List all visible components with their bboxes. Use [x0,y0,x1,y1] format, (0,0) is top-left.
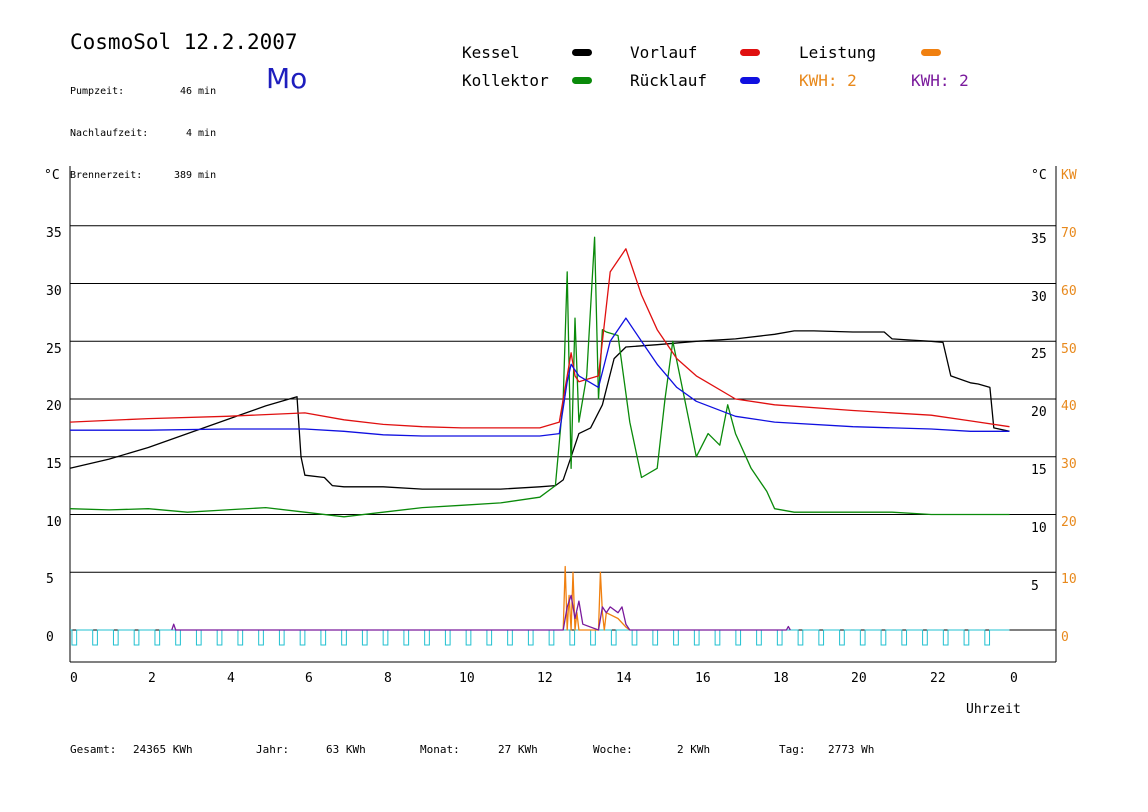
legend-kollektor-label: Kollektor [462,71,549,90]
series-line-kollektor [69,236,1010,518]
series-line-kessel [69,330,1010,490]
series-line-leistung [562,565,631,631]
series-line-kwh [171,594,791,631]
footer-woche-value: 2 KWh [677,743,711,756]
weekday-label: Mo [266,62,308,95]
plot-frame [69,166,1057,663]
footer-gesamt-value: 24365 KWh [133,743,193,756]
footer-monat-label: Monat: [420,743,460,756]
x-tick-8: 8 [384,671,392,686]
legend-vorlauf-swatch [740,49,760,56]
kw-tick-60: 60 [1061,284,1077,299]
pump-pulses [70,629,1010,646]
kw-tick-20: 20 [1061,515,1077,530]
x-axis-label: Uhrzeit [966,702,1021,717]
y-right-tick-35: 35 [1031,232,1047,247]
stat-brennerzeit: Brennerzeit: 389 min [70,170,217,181]
chart-title: CosmoSol 12.2.2007 [70,30,298,54]
grid-lines [70,225,1056,631]
y-left-tick-35: 35 [46,226,62,241]
legend-kessel-swatch [572,49,592,56]
y-right-unit: °C [1031,168,1047,183]
series-line-vorlauf [69,248,1010,429]
kw-tick-30: 30 [1061,457,1077,472]
series-group [69,236,1010,631]
series-line-rcklauf [70,317,1010,437]
footer-jahr-label: Jahr: [256,743,290,756]
legend-vorlauf-label: Vorlauf [630,43,698,62]
x-tick-20: 20 [851,671,867,686]
y-left-tick-5: 5 [46,572,54,587]
kw-tick-10: 10 [1061,572,1077,587]
legend-kwh-purple: KWH: 2 [911,71,969,90]
y-left-tick-10: 10 [46,515,62,530]
footer-tag-label: Tag: [779,743,806,756]
y-left-tick-30: 30 [46,284,62,299]
x-tick-0: 0 [70,671,78,686]
y-right-tick-15: 15 [1031,463,1047,478]
footer-jahr-value: 63 KWh [326,743,366,756]
y-right-tick-30: 30 [1031,290,1047,305]
y-left-tick-0: 0 [46,630,54,645]
legend-kollektor-swatch [572,77,592,84]
pump-pulse-line [70,629,1010,646]
y-left-unit: °C [44,168,60,183]
x-tick-24: 0 [1010,671,1018,686]
legend-kessel-label: Kessel [462,43,520,62]
kw-tick-40: 40 [1061,399,1077,414]
footer-woche-label: Woche: [593,743,633,756]
y-left-tick-25: 25 [46,342,62,357]
x-tick-16: 16 [695,671,711,686]
x-tick-2: 2 [148,671,156,686]
y-left-tick-20: 20 [46,399,62,414]
y-right-tick-20: 20 [1031,405,1047,420]
kw-tick-0: 0 [1061,630,1069,645]
stat-nachlaufzeit: Nachlaufzeit: 4 min [70,128,217,139]
legend-ruecklauf-label: Rücklauf [630,71,708,90]
footer-gesamt-label: Gesamt: [70,743,117,756]
y-right-tick-10: 10 [1031,521,1047,536]
legend-leistung-swatch [921,49,941,56]
y-right-tick-5: 5 [1031,579,1039,594]
y-left-tick-15: 15 [46,457,62,472]
legend-kwh-orange: KWH: 2 [799,71,857,90]
x-tick-14: 14 [616,671,632,686]
footer-tag-value: 2773 Wh [828,743,875,756]
kw-tick-70: 70 [1061,226,1077,241]
x-tick-6: 6 [305,671,313,686]
x-tick-10: 10 [459,671,475,686]
legend-ruecklauf-swatch [740,77,760,84]
x-tick-18: 18 [773,671,789,686]
stats-block: Pumpzeit: 46 min Nachlaufzeit: 4 min Brenn… [70,57,216,197]
legend-leistung-label: Leistung [799,43,877,62]
y-kw-unit: KW [1061,168,1077,183]
x-tick-12: 12 [537,671,553,686]
footer-monat-value: 27 KWh [498,743,538,756]
y-right-tick-25: 25 [1031,347,1047,362]
stat-pumpzeit: Pumpzeit: 46 min [70,86,217,97]
x-tick-4: 4 [227,671,235,686]
x-tick-22: 22 [930,671,946,686]
kw-tick-50: 50 [1061,342,1077,357]
